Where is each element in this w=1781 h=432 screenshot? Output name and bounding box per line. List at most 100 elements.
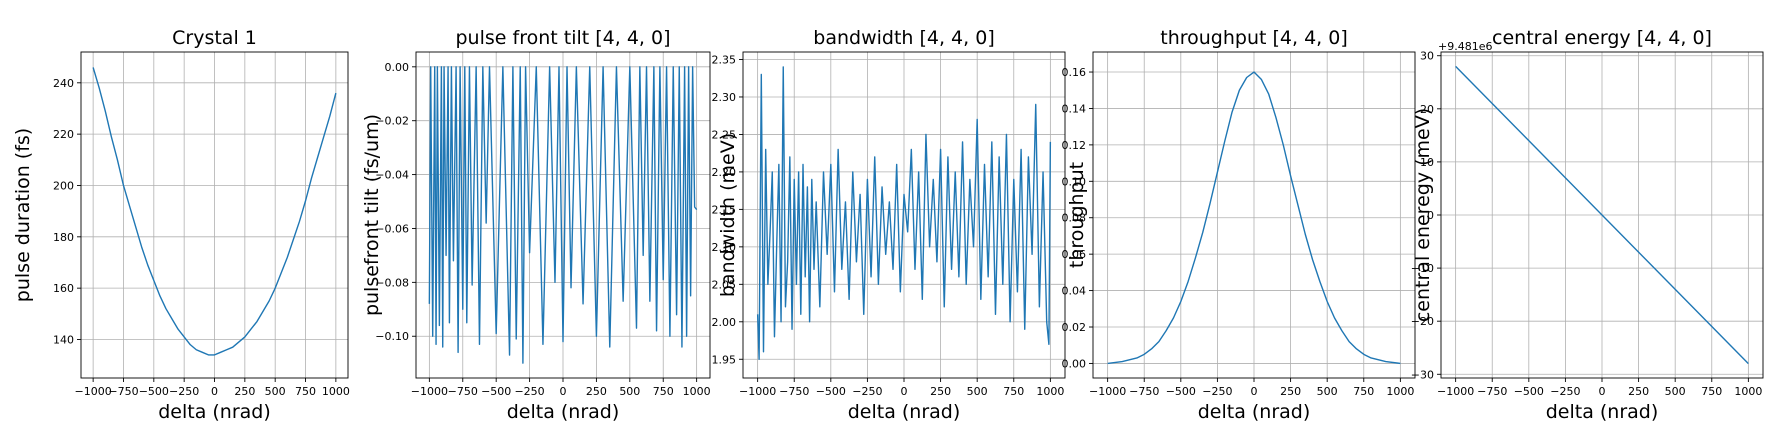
y-tick-label: −0.02 xyxy=(375,115,409,128)
x-tick-label: −500 xyxy=(1514,385,1544,398)
x-tick-label: 500 xyxy=(967,385,988,398)
series-line-central-energy xyxy=(1455,65,1749,365)
y-tick-label: 1.95 xyxy=(712,353,737,366)
x-tick-label: 750 xyxy=(1701,385,1722,398)
chart-panel-2: −1000 −750 −500 −250 0 250 500 750 1000 0.00 −0.02… xyxy=(361,27,711,423)
x-tick-label: −500 xyxy=(816,385,846,398)
x-tick-label: −500 xyxy=(481,385,511,398)
y-tick-label: 2.15 xyxy=(712,203,737,216)
x-tick-label: −500 xyxy=(1166,385,1196,398)
y-tick-label: 0.04 xyxy=(1062,285,1087,298)
x-tick-label: −1000 xyxy=(1437,385,1474,398)
chart-panel-1: −1000−750 −500 −250 0 250 500 750 1000 140 160 180… xyxy=(12,27,350,423)
x-tick-label: −1000 xyxy=(75,385,112,398)
x-tick-label: −250 xyxy=(852,385,882,398)
chart-panel-4: −1000 −750 −500 −250 0 250 500 750 1000 0.00 0.02 0… xyxy=(1062,27,1416,423)
y-tick-label: 200 xyxy=(53,179,74,192)
x-tick-label: −750 xyxy=(779,385,809,398)
y-tick-label: 220 xyxy=(53,128,74,141)
x-tick-label: −250 xyxy=(1550,385,1580,398)
x-tick-label: 0 xyxy=(560,385,567,398)
y-tick-label: 20 xyxy=(1420,103,1434,116)
chart-title: throughput [4, 4, 0] xyxy=(1160,27,1348,49)
x-tick-label: 750 xyxy=(295,385,316,398)
y-offset-label: +9.481e6 xyxy=(1438,40,1492,53)
x-tick-label: 250 xyxy=(234,385,255,398)
y-axis-label: pulse duration (fs) xyxy=(12,128,34,302)
x-tick-label: 250 xyxy=(1628,385,1649,398)
x-tick-label: 0 xyxy=(1251,385,1258,398)
x-tick-label: −750 xyxy=(1477,385,1507,398)
y-tick-label: 2.25 xyxy=(712,128,737,141)
y-axis-label: central eneregy (meV) xyxy=(1412,108,1434,322)
series-line-pulse-front-tilt xyxy=(428,66,698,364)
y-tick-label: 140 xyxy=(53,333,74,346)
x-tick-label: −250 xyxy=(169,385,199,398)
y-tick-label: −0.08 xyxy=(375,276,409,289)
x-axis-label: delta (nrad) xyxy=(1546,401,1659,423)
y-tick-label: 0.16 xyxy=(1062,66,1087,79)
y-tick-label: 0.12 xyxy=(1062,139,1087,152)
y-tick-label: 2.00 xyxy=(712,316,737,329)
x-tick-label: 1000 xyxy=(1036,385,1064,398)
x-tick-label: 250 xyxy=(930,385,951,398)
x-tick-label: 500 xyxy=(1665,385,1686,398)
y-tick-label: 2.05 xyxy=(712,278,737,291)
x-tick-label: 250 xyxy=(586,385,607,398)
chart-panel-5: −1000 −750 −500 −250 0 250 500 750 1000 −30 −20 −10… xyxy=(1411,27,1764,423)
x-tick-label: 0 xyxy=(1599,385,1606,398)
x-tick-label: 750 xyxy=(653,385,674,398)
x-tick-label: 500 xyxy=(1317,385,1338,398)
x-tick-label: −250 xyxy=(514,385,544,398)
chart-title: Crystal 1 xyxy=(172,27,257,49)
y-tick-label: −0.06 xyxy=(375,222,409,235)
y-axis-label: throughput xyxy=(1066,162,1088,268)
x-tick-label: 250 xyxy=(1280,385,1301,398)
y-tick-label: 0.00 xyxy=(1062,357,1087,370)
x-tick-label: −750 xyxy=(1129,385,1159,398)
y-tick-label: −20 xyxy=(1411,315,1434,328)
x-axis-label: delta (nrad) xyxy=(848,401,961,423)
chart-title: central energy [4, 4, 0] xyxy=(1492,27,1712,49)
y-tick-label: 0.10 xyxy=(1062,175,1087,188)
y-tick-label: 2.30 xyxy=(712,91,737,104)
x-tick-label: 0 xyxy=(211,385,218,398)
y-tick-label: 160 xyxy=(53,282,74,295)
y-axis-label: bandwidth (meV) xyxy=(717,133,739,297)
x-tick-label: 1000 xyxy=(683,385,711,398)
y-tick-label: 0.14 xyxy=(1062,102,1087,115)
x-tick-label: −1000 xyxy=(1089,385,1126,398)
x-tick-label: 500 xyxy=(619,385,640,398)
y-tick-label: −0.10 xyxy=(375,330,409,343)
y-tick-label: 0 xyxy=(1427,209,1434,222)
series-line-bandwidth xyxy=(756,66,1052,360)
y-axis-label: pulsefront tilt (fs/um) xyxy=(361,114,383,316)
x-tick-label: −250 xyxy=(1202,385,1232,398)
chart-title: pulse front tilt [4, 4, 0] xyxy=(456,27,671,49)
x-tick-label: 0 xyxy=(901,385,908,398)
x-tick-label: −1000 xyxy=(411,385,448,398)
y-tick-label: 10 xyxy=(1420,156,1434,169)
y-tick-label: −30 xyxy=(1411,368,1434,381)
x-tick-label: 750 xyxy=(1353,385,1374,398)
x-axis-label: delta (nrad) xyxy=(1198,401,1311,423)
y-tick-label: 0.06 xyxy=(1062,248,1087,261)
x-tick-label: 750 xyxy=(1003,385,1024,398)
y-tick-label: 0.02 xyxy=(1062,321,1087,334)
x-tick-label: 1000 xyxy=(1734,385,1762,398)
x-tick-label: 500 xyxy=(265,385,286,398)
x-tick-label: 1000 xyxy=(1386,385,1414,398)
x-tick-label: −1000 xyxy=(739,385,776,398)
y-tick-label: 0.08 xyxy=(1062,212,1087,225)
y-tick-label: 180 xyxy=(53,231,74,244)
y-tick-label: 2.35 xyxy=(712,53,737,66)
y-tick-label: −0.04 xyxy=(375,169,409,182)
y-tick-label: −10 xyxy=(1411,262,1434,275)
y-tick-label: 240 xyxy=(53,77,74,90)
x-axis-label: delta (nrad) xyxy=(507,401,620,423)
x-tick-label: −750 xyxy=(108,385,138,398)
x-tick-label: −750 xyxy=(448,385,478,398)
y-tick-label: 0.00 xyxy=(385,61,410,74)
series-line-throughput xyxy=(1107,71,1401,365)
